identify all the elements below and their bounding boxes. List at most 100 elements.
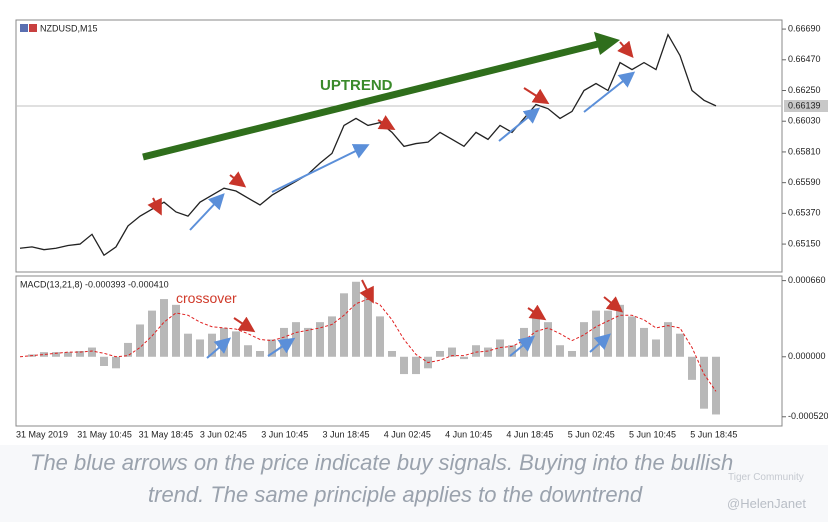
histogram-bar <box>64 352 72 357</box>
caption-background <box>0 445 828 522</box>
histogram-bar <box>268 339 276 357</box>
y-tick-label: 0.000000 <box>788 351 826 361</box>
histogram-bar <box>40 352 48 357</box>
histogram-bar <box>580 322 588 357</box>
histogram-bar <box>160 299 168 357</box>
histogram-bar <box>712 356 720 415</box>
histogram-bar <box>628 316 636 357</box>
histogram-bar <box>388 351 396 357</box>
y-tick-label: 0.65590 <box>788 177 821 187</box>
macd-label: MACD(13,21,8) -0.000393 -0.000410 <box>20 279 169 289</box>
histogram-bar <box>556 345 564 357</box>
x-tick-label: 4 Jun 02:45 <box>384 429 431 439</box>
annotation: crossover <box>176 290 237 306</box>
histogram-bar <box>544 322 552 357</box>
buy-arrow <box>189 193 225 231</box>
histogram-bar <box>124 342 132 357</box>
buy-arrow <box>509 335 536 357</box>
x-tick-label: 31 May 2019 <box>16 429 68 439</box>
histogram-bar <box>508 345 516 357</box>
buy-arrow <box>589 333 611 353</box>
histogram-bar <box>664 322 672 357</box>
x-tick-label: 5 Jun 10:45 <box>629 429 676 439</box>
histogram-bar <box>148 310 156 357</box>
buy-arrow <box>267 337 296 357</box>
histogram-bar <box>292 322 300 357</box>
histogram-bar <box>532 310 540 357</box>
histogram-bar <box>112 356 120 369</box>
arrows <box>142 32 636 359</box>
histogram-bar <box>412 356 420 375</box>
histogram-bar <box>364 293 372 357</box>
price-line <box>19 33 717 257</box>
y-tick-label: -0.000520 <box>788 411 828 421</box>
sell-arrow <box>377 115 396 130</box>
watermark: @HelenJanet <box>727 496 806 511</box>
sell-arrow <box>233 316 256 333</box>
histogram-bar <box>172 304 180 357</box>
histogram-bar <box>328 316 336 357</box>
x-tick-label: 5 Jun 02:45 <box>568 429 615 439</box>
histogram-bar <box>616 304 624 357</box>
histogram-bar <box>448 347 456 357</box>
histogram-bar <box>400 356 408 375</box>
histogram-bar <box>340 293 348 357</box>
histogram-bar <box>460 356 468 360</box>
x-tick-label: 5 Jun 18:45 <box>690 429 737 439</box>
y-tick-label: 0.65370 <box>788 208 821 218</box>
histogram-bar <box>88 347 96 357</box>
histogram-bar <box>52 352 60 357</box>
histogram-bar <box>676 333 684 357</box>
histogram-bar <box>352 281 360 357</box>
histogram-bar <box>472 345 480 357</box>
histogram-bar <box>208 333 216 357</box>
histogram-bar <box>256 351 264 357</box>
histogram-bar <box>604 310 612 357</box>
y-tick-label: 0.66250 <box>788 85 821 95</box>
histogram-bar <box>568 351 576 357</box>
histogram-bar <box>196 339 204 357</box>
histogram-bar <box>136 324 144 357</box>
x-tick-label: 3 Jun 10:45 <box>261 429 308 439</box>
x-tick-label: 4 Jun 18:45 <box>506 429 553 439</box>
icon <box>29 24 37 32</box>
y-tick-label: 0.000660 <box>788 275 826 285</box>
icon <box>20 24 28 32</box>
histogram-bar <box>184 333 192 357</box>
y-tick-label: 0.65810 <box>788 146 821 156</box>
current-price-label: 0.66139 <box>788 100 821 110</box>
histogram-bar <box>244 345 252 357</box>
sell-arrow <box>228 171 247 188</box>
current-price-box <box>784 100 828 113</box>
sell-arrow <box>359 279 374 304</box>
buy-arrow <box>583 71 636 113</box>
histogram-bar <box>304 327 312 357</box>
x-tick-label: 3 Jun 02:45 <box>200 429 247 439</box>
trend-arrow <box>142 40 599 161</box>
caption-line: trend. The same principle applies to the… <box>148 482 643 507</box>
trend-arrow-head <box>594 32 620 55</box>
histogram-bar <box>316 322 324 357</box>
x-tick-label: 31 May 18:45 <box>139 429 194 439</box>
plot: 0.66690 0.66470 0.66250 0.66030 0.65810 0.655… <box>16 23 828 439</box>
sell-arrow <box>617 40 634 59</box>
histogram-bar <box>100 356 108 366</box>
y-tick-label: 0.66690 <box>788 23 821 33</box>
x-tick-label: 3 Jun 18:45 <box>323 429 370 439</box>
sell-arrow <box>603 296 624 313</box>
buy-arrow <box>206 337 232 359</box>
histogram-bar <box>688 356 696 380</box>
histogram-bar <box>376 316 384 357</box>
caption-line: The blue arrows on the price indicate bu… <box>30 450 733 475</box>
sell-arrow <box>147 197 162 216</box>
histogram-bar <box>232 331 240 357</box>
histogram-bar <box>700 356 708 409</box>
sell-arrow <box>523 87 550 105</box>
histogram-bar <box>436 351 444 357</box>
y-tick-label: 0.66470 <box>788 54 821 64</box>
histogram-bar <box>652 339 660 357</box>
symbol-label: NZDUSD,M15 <box>40 23 98 33</box>
annotation: UPTREND <box>320 77 393 94</box>
sell-arrow <box>527 304 547 321</box>
